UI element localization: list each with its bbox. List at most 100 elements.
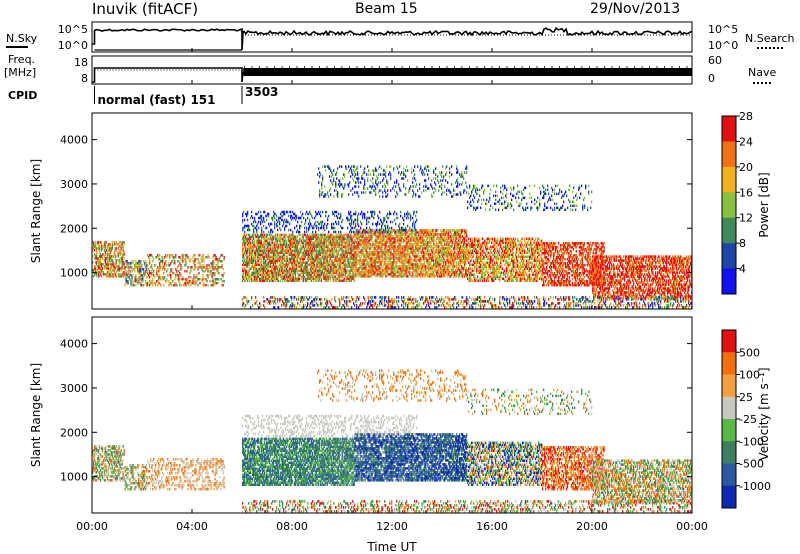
range-cell [183,278,184,280]
range-cell [162,256,163,258]
range-cell [186,278,187,280]
range-cell [98,241,99,243]
range-cell [124,261,125,263]
range-cell [175,254,176,256]
range-cell [155,264,156,266]
range-cell [95,241,96,243]
range-cell [167,268,168,270]
range-cell [186,270,187,272]
range-cell [287,256,288,258]
range-cell [218,278,219,280]
range-cell [116,275,117,277]
range-cell [221,260,222,262]
range-cell [179,282,180,284]
range-cell [143,284,144,286]
range-cell [152,278,153,280]
range-cell [194,254,195,256]
range-cell [124,257,125,259]
range-cell [222,284,223,286]
noise-left-tick-low: 10^0 [58,39,88,52]
range-cell [131,266,132,268]
range-cell [209,266,210,268]
range-cell [117,259,118,261]
noise-right-tick-high: 10^5 [708,23,738,36]
range-cell [254,240,255,242]
range-cell [140,260,141,262]
range-cell [190,276,191,278]
range-cell [149,276,150,278]
range-cell [221,254,222,256]
range-cell [223,280,224,282]
range-cell [214,272,215,274]
range-cell [223,256,224,258]
freq-right-tick-low: 0 [708,72,715,85]
range-cell [181,266,182,268]
range-cell [184,270,185,272]
range-cell [147,282,148,284]
range-cell [191,266,192,268]
range-cell [202,254,203,256]
range-cell [267,234,268,236]
range-cell [135,274,136,276]
range-cell [160,266,161,268]
range-cell [217,282,218,284]
range-cell [159,254,160,256]
range-cell [167,274,168,276]
range-cell [116,247,117,249]
range-cell [124,241,125,243]
range-cell [133,284,134,286]
range-cell [101,275,102,277]
nsky-line [92,28,692,50]
range-cell [172,280,173,282]
range-cell [153,270,154,272]
freq-line-3503 [243,68,692,76]
range-cell [246,234,247,236]
range-cell [124,251,125,253]
range-cell [193,274,194,276]
range-cell [171,284,172,286]
range-cell [151,264,152,266]
range-cell [275,234,276,236]
range-cell [180,274,181,276]
range-cell [207,284,208,286]
radar-summary-plot: 10^5 10^0 10^5 10^0 18 8 60 0 normal (fa… [0,0,800,554]
range-cell [218,272,219,274]
range-cell [125,270,126,272]
range-cell [141,264,142,266]
range-cell [212,278,213,280]
range-cell [209,280,210,282]
range-cell [222,268,223,270]
range-cell [198,272,199,274]
range-cell [116,255,117,257]
range-cell [166,264,167,266]
range-cell [199,282,200,284]
range-cell [199,262,200,264]
range-cell [207,268,208,270]
freq-left-tick-low: 8 [81,72,88,85]
range-cell [164,276,165,278]
range-cell [277,234,278,236]
range-cell [112,241,113,243]
range-cell [134,270,135,272]
range-cell [160,276,161,278]
range-cell [127,280,128,282]
range-cell [286,240,287,242]
range-cell [196,274,197,276]
range-cell [165,260,166,262]
range-cell [199,254,200,256]
range-cell [190,258,191,260]
range-cell [206,280,207,282]
range-cell [197,284,198,286]
range-cell [188,266,189,268]
range-cell [244,258,245,260]
range-cell [167,254,168,256]
range-cell [143,280,144,282]
range-cell [154,276,155,278]
range-cell [149,258,150,260]
range-cell [124,271,125,273]
cpid-segment-label: normal (fast) 151 [98,93,216,107]
range-cell [143,268,144,270]
range-cell [300,234,301,236]
range-cell [181,284,182,286]
range-cell [203,264,204,266]
